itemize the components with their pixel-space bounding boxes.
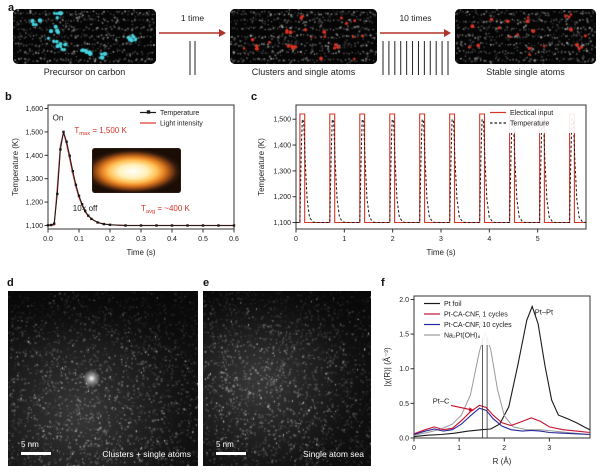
svg-text:1,300: 1,300 [25, 176, 43, 183]
svg-text:1.5: 1.5 [399, 332, 409, 339]
svg-text:Electical input: Electical input [510, 110, 553, 117]
svg-text:1,500: 1,500 [273, 117, 291, 124]
svg-text:Na₂Pt(OH)₆: Na₂Pt(OH)₆ [444, 333, 480, 340]
chart-pulse-train: 0 1 2 3 4 5 1,100 1,200 1,300 1,400 1,500 Time (s) T… [254, 97, 594, 259]
arrow-right-icon [380, 29, 451, 75]
panel-e-label: e [203, 277, 210, 289]
svg-text:3: 3 [547, 445, 551, 452]
tem-image-single-atom-sea [203, 291, 371, 466]
svg-text:0.5: 0.5 [399, 401, 409, 408]
tem-caption-d: Clusters + single atoms [102, 449, 191, 459]
svg-text:0.0: 0.0 [43, 236, 53, 243]
svg-text:1,100: 1,100 [273, 220, 291, 227]
svg-text:3: 3 [439, 236, 443, 243]
chart-temperature-pulse: 0.0 0.1 0.2 0.3 0.4 0.5 0.6 1,100 1,200 1,300 1,40… [8, 97, 240, 259]
tem-panel-e: 5 nm Single atom sea [203, 291, 371, 466]
scale-text-e: 5 nm [216, 440, 234, 449]
svg-text:Time (s): Time (s) [126, 248, 155, 257]
svg-text:Temperature: Temperature [510, 121, 549, 128]
tem-image-clusters [8, 291, 198, 466]
svg-text:On: On [53, 114, 64, 123]
caption-stable: Stable single atoms [486, 67, 565, 77]
svg-text:Pt foil: Pt foil [444, 301, 462, 308]
svg-text:1: 1 [457, 445, 461, 452]
svg-text:Pt–Pt: Pt–Pt [535, 308, 554, 317]
nanotube-image-single-atoms [455, 9, 596, 64]
scale-bar-d [21, 452, 51, 455]
panel-c-label: c [251, 91, 258, 103]
svg-text:Time (s): Time (s) [426, 248, 455, 257]
svg-text:Tmax = 1,500 K: Tmax = 1,500 K [74, 126, 127, 137]
svg-text:1: 1 [342, 236, 346, 243]
transition-2: 10 times [378, 12, 453, 77]
svg-text:Temperature (K): Temperature (K) [11, 138, 20, 196]
svg-text:0.4: 0.4 [167, 236, 177, 243]
svg-text:Pt-CA-CNF, 10 cycles: Pt-CA-CNF, 10 cycles [444, 322, 512, 329]
svg-text:4: 4 [487, 236, 491, 243]
panel-d-label: d [7, 277, 14, 289]
scale-bar-e [216, 452, 246, 455]
svg-text:0.1: 0.1 [74, 236, 84, 243]
svg-text:0.3: 0.3 [136, 236, 146, 243]
lamp-photo-inset [92, 148, 181, 193]
svg-text:Pt–C: Pt–C [433, 396, 450, 405]
svg-text:0.0: 0.0 [399, 436, 409, 443]
panel-b-label: b [5, 91, 12, 103]
tem-panel-d: 5 nm Clusters + single atoms [8, 291, 198, 466]
svg-text:R (Å): R (Å) [493, 457, 512, 466]
caption-precursor: Precursor on carbon [43, 67, 126, 77]
svg-text:|χ(R)| (Å⁻³): |χ(R)| (Å⁻³) [383, 347, 392, 387]
transition-1: 1 time [157, 12, 228, 77]
arrow-right-icon [159, 29, 226, 75]
svg-text:1,500: 1,500 [25, 129, 43, 136]
svg-text:0.6: 0.6 [229, 236, 239, 243]
svg-text:0.5: 0.5 [198, 236, 208, 243]
svg-text:Temperature (K): Temperature (K) [257, 138, 266, 196]
svg-text:1.0: 1.0 [399, 366, 409, 373]
svg-text:5: 5 [536, 236, 540, 243]
svg-text:0: 0 [294, 236, 298, 243]
transition-2-label: 10 times [399, 13, 432, 23]
svg-text:1,200: 1,200 [273, 194, 291, 201]
svg-text:1,400: 1,400 [273, 143, 291, 150]
scale-text-d: 5 nm [21, 440, 39, 449]
caption-clusters: Clusters and single atoms [251, 67, 356, 77]
svg-text:0: 0 [412, 445, 416, 452]
svg-text:10× off: 10× off [73, 204, 98, 213]
svg-text:Light intensity: Light intensity [160, 121, 203, 128]
svg-text:2: 2 [391, 236, 395, 243]
panel-a-label: a [8, 2, 15, 14]
panel-f-label: f [381, 277, 385, 289]
svg-text:2: 2 [502, 445, 506, 452]
svg-text:Temperature: Temperature [160, 110, 199, 117]
svg-text:1,600: 1,600 [25, 106, 43, 113]
svg-text:0.2: 0.2 [105, 236, 115, 243]
tem-caption-e: Single atom sea [303, 449, 364, 459]
nanotube-image-precursor [13, 9, 156, 64]
svg-text:Tavg = ~400 K: Tavg = ~400 K [141, 204, 191, 215]
svg-text:1,100: 1,100 [25, 223, 43, 230]
nanotube-image-clusters [230, 9, 377, 64]
svg-text:1,400: 1,400 [25, 153, 43, 160]
svg-text:Pt-CA-CNF, 1 cycles: Pt-CA-CNF, 1 cycles [444, 312, 508, 319]
svg-text:1,200: 1,200 [25, 200, 43, 207]
svg-text:2.0: 2.0 [399, 297, 409, 304]
svg-text:1,300: 1,300 [273, 168, 291, 175]
transition-1-label: 1 time [180, 13, 205, 23]
